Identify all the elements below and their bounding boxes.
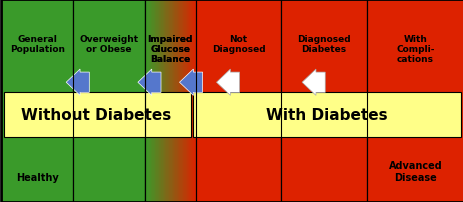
Bar	[194, 0, 196, 202]
Bar	[167, 0, 169, 202]
Bar	[185, 0, 187, 202]
Bar	[169, 0, 170, 202]
Bar	[181, 0, 183, 202]
FancyBboxPatch shape	[366, 0, 463, 202]
Bar	[182, 0, 184, 202]
Bar	[193, 0, 194, 202]
Bar	[177, 0, 179, 202]
FancyBboxPatch shape	[144, 0, 195, 202]
Bar	[174, 0, 175, 202]
Text: Without Diabetes: Without Diabetes	[21, 108, 171, 123]
Text: Overweight
or Obese: Overweight or Obese	[79, 34, 138, 54]
Bar	[147, 0, 149, 202]
Bar	[162, 0, 164, 202]
Bar	[158, 0, 160, 202]
Bar	[157, 0, 159, 202]
Text: Impaired
Glucose
Balance: Impaired Glucose Balance	[147, 34, 193, 64]
Bar	[180, 0, 182, 202]
FancyBboxPatch shape	[195, 0, 281, 202]
Text: General
Population: General Population	[10, 34, 65, 54]
Bar	[161, 0, 163, 202]
FancyArrow shape	[216, 70, 239, 96]
Bar	[160, 0, 162, 202]
Bar	[146, 0, 148, 202]
FancyArrow shape	[179, 70, 202, 96]
Bar	[170, 0, 172, 202]
Bar	[188, 0, 189, 202]
Text: Impaired
Glucose
Balance: Impaired Glucose Balance	[147, 34, 193, 64]
Bar	[172, 0, 174, 202]
FancyArrow shape	[66, 70, 89, 96]
Bar	[192, 0, 193, 202]
Bar	[189, 0, 191, 202]
Bar	[151, 0, 153, 202]
Bar	[144, 0, 146, 202]
Bar	[4, 93, 191, 137]
Bar	[179, 0, 181, 202]
Bar	[187, 0, 188, 202]
Text: With Diabetes: With Diabetes	[266, 108, 387, 123]
Bar	[165, 0, 167, 202]
Bar	[193, 93, 460, 137]
FancyArrow shape	[301, 70, 325, 96]
Text: Advanced
Disease: Advanced Disease	[388, 160, 441, 182]
FancyBboxPatch shape	[1, 0, 73, 202]
Bar	[166, 0, 168, 202]
Text: Healthy: Healthy	[16, 172, 58, 182]
Bar	[150, 0, 151, 202]
Bar	[148, 0, 150, 202]
Text: Not
Diagnosed: Not Diagnosed	[211, 34, 265, 54]
Bar	[184, 0, 186, 202]
Bar	[153, 0, 155, 202]
FancyBboxPatch shape	[73, 0, 144, 202]
Bar	[163, 0, 165, 202]
Bar	[155, 0, 156, 202]
Bar	[152, 0, 154, 202]
Text: Diagnosed
Diabetes: Diagnosed Diabetes	[297, 34, 350, 54]
Bar	[156, 0, 158, 202]
FancyBboxPatch shape	[281, 0, 366, 202]
Bar	[171, 0, 173, 202]
Bar	[176, 0, 178, 202]
FancyArrow shape	[138, 70, 161, 96]
Text: With
Compli-
cations: With Compli- cations	[395, 34, 434, 64]
Bar	[175, 0, 177, 202]
Bar	[190, 0, 192, 202]
